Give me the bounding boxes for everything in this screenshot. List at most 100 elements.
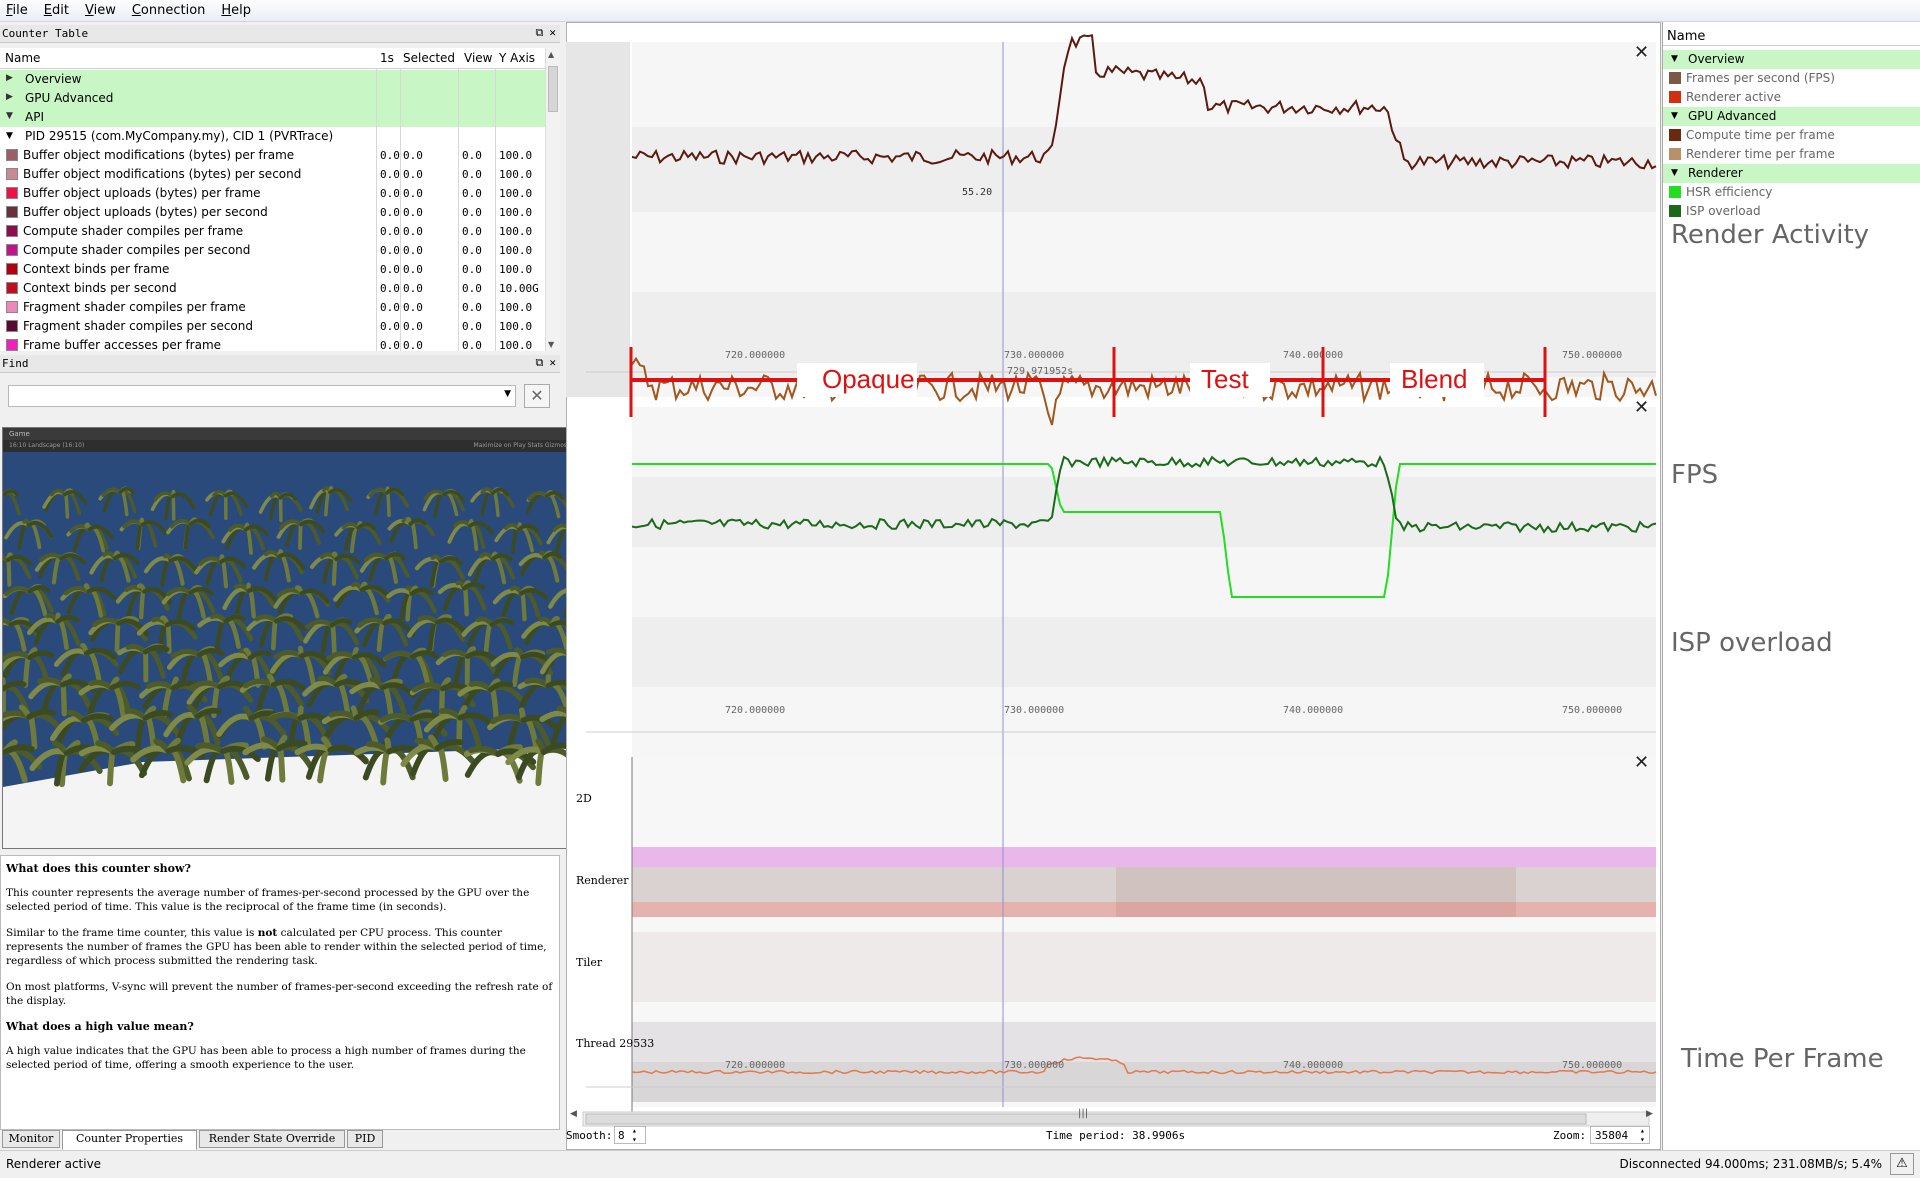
color-swatch[interactable] bbox=[6, 244, 18, 256]
counter-row[interactable]: Buffer object uploads (bytes) per second… bbox=[0, 203, 545, 222]
close-icon[interactable]: ✕ bbox=[549, 356, 556, 369]
scroll-down-icon[interactable]: ▼ bbox=[548, 340, 555, 349]
undock-icon[interactable]: ⧉ bbox=[535, 26, 544, 39]
counter-row[interactable]: Fragment shader compiles per second 0.0 0.… bbox=[0, 317, 545, 336]
counter-row[interactable]: Context binds per frame 0.0 0.0 0.0 100.0 bbox=[0, 260, 545, 279]
col-1s[interactable]: 1s bbox=[380, 51, 394, 65]
menu-help[interactable]: Help bbox=[221, 3, 252, 18]
color-swatch[interactable] bbox=[6, 187, 18, 199]
group-gpu-advanced[interactable]: ▶ GPU Advanced bbox=[0, 89, 545, 108]
tab-render-state-override[interactable]: Render State Override bbox=[199, 1130, 345, 1148]
collapse-icon[interactable]: ▼ bbox=[1671, 54, 1678, 64]
counter-name: Compute shader compiles per frame bbox=[23, 224, 244, 238]
spin-arrows-icon[interactable]: ▴ ▾ bbox=[632, 1126, 637, 1144]
color-swatch[interactable] bbox=[1669, 186, 1681, 198]
find-input[interactable]: ▼ bbox=[8, 385, 516, 407]
close-graph-icon[interactable]: ✕ bbox=[1634, 752, 1650, 773]
color-swatch[interactable] bbox=[6, 301, 18, 313]
scroll-up-icon[interactable]: ▲ bbox=[548, 50, 555, 59]
tab-counter-properties[interactable]: Counter Properties bbox=[62, 1130, 197, 1150]
graph-canvas[interactable] bbox=[566, 22, 1661, 1150]
col-selected[interactable]: Selected bbox=[403, 51, 456, 65]
menu-view[interactable]: View bbox=[84, 3, 116, 18]
expand-icon[interactable]: ▶ bbox=[6, 92, 13, 102]
close-graph-icon[interactable]: ✕ bbox=[1634, 42, 1650, 63]
counter-row[interactable]: Frame buffer accesses per frame 0.0 0.0 0.0… bbox=[0, 336, 545, 351]
tab-pid[interactable]: PID bbox=[347, 1130, 383, 1148]
scroll-right-icon[interactable]: ▶ bbox=[1646, 1109, 1653, 1119]
counter-selected: 0.0 bbox=[403, 282, 423, 295]
counter-row[interactable]: Compute shader compiles per second 0.0 0.0… bbox=[0, 241, 545, 260]
counter-row[interactable]: Compute shader compiles per frame 0.0 0.0 0… bbox=[0, 222, 545, 241]
color-swatch[interactable] bbox=[1669, 91, 1681, 103]
color-swatch[interactable] bbox=[6, 149, 18, 161]
chevron-down-icon[interactable]: ▼ bbox=[504, 389, 511, 399]
col-name[interactable]: Name bbox=[5, 51, 41, 65]
color-swatch[interactable] bbox=[6, 339, 18, 351]
undock-icon[interactable]: ⧉ bbox=[535, 356, 544, 369]
legend-item[interactable]: Renderer time per frame bbox=[1663, 145, 1920, 164]
tab-monitor[interactable]: Monitor bbox=[2, 1130, 60, 1148]
expand-icon[interactable]: ▶ bbox=[6, 73, 13, 83]
col-yaxis[interactable]: Y Axis bbox=[499, 51, 536, 65]
process-row[interactable]: ▼ PID 29515 (com.MyCompany.my), CID 1 (PV… bbox=[6, 129, 334, 143]
color-swatch[interactable] bbox=[6, 320, 18, 332]
collapse-icon[interactable]: ▼ bbox=[1671, 111, 1678, 121]
scrollbar-thumb[interactable] bbox=[548, 66, 558, 112]
color-swatch[interactable] bbox=[6, 225, 18, 237]
menu-edit[interactable]: Edit bbox=[43, 3, 69, 18]
legend-item[interactable]: ISP overload bbox=[1663, 202, 1920, 221]
cursor-time: 729.971952s bbox=[1007, 366, 1074, 377]
smooth-spinbox[interactable]: 8 bbox=[614, 1126, 646, 1144]
close-icon[interactable]: ✕ bbox=[549, 26, 556, 39]
menu-file[interactable]: File bbox=[6, 3, 28, 18]
collapse-icon[interactable]: ▼ bbox=[6, 131, 13, 141]
color-swatch[interactable] bbox=[6, 168, 18, 180]
col-view[interactable]: View bbox=[464, 51, 493, 65]
legend-item[interactable]: Renderer active bbox=[1663, 88, 1920, 107]
annotation-test: Test bbox=[1201, 364, 1249, 394]
counter-row[interactable]: Fragment shader compiles per frame 0.0 0.0… bbox=[0, 298, 545, 317]
legend-group[interactable]: ▼ Overview bbox=[1663, 50, 1920, 69]
legend-item[interactable]: HSR efficiency bbox=[1663, 183, 1920, 202]
color-swatch[interactable] bbox=[6, 263, 18, 275]
legend-label: HSR efficiency bbox=[1686, 185, 1773, 199]
counter-yaxis: 100.0 bbox=[499, 225, 533, 238]
counter-row[interactable]: Buffer object uploads (bytes) per frame 0… bbox=[0, 184, 545, 203]
legend-item[interactable]: Compute time per frame bbox=[1663, 126, 1920, 145]
column-divider bbox=[458, 69, 459, 351]
color-swatch[interactable] bbox=[1669, 205, 1681, 217]
menu-connection[interactable]: Connection bbox=[131, 3, 206, 18]
collapse-icon[interactable]: ▼ bbox=[6, 111, 13, 121]
counter-yaxis: 100.0 bbox=[499, 187, 533, 200]
counter-row[interactable]: Buffer object modifications (bytes) per … bbox=[0, 146, 545, 165]
desc-paragraph-2: Similar to the frame time counter, this … bbox=[6, 927, 547, 967]
counter-row[interactable]: Buffer object modifications (bytes) per … bbox=[0, 165, 545, 184]
zoom-spinbox[interactable]: 35804 bbox=[1590, 1126, 1650, 1144]
legend-item[interactable]: Frames per second (FPS) bbox=[1663, 69, 1920, 88]
game-scene-image bbox=[3, 452, 573, 848]
counter-row[interactable]: Context binds per second 0.0 0.0 0.0 10.00G bbox=[0, 279, 545, 298]
color-swatch[interactable] bbox=[1669, 72, 1681, 84]
counter-yaxis: 100.0 bbox=[499, 149, 533, 162]
collapse-icon[interactable]: ▼ bbox=[1671, 168, 1678, 178]
legend-group[interactable]: ▼ Renderer bbox=[1663, 164, 1920, 183]
spin-arrows-icon[interactable]: ▴ ▾ bbox=[1640, 1126, 1645, 1144]
color-swatch[interactable] bbox=[1669, 129, 1681, 141]
scrollbar-grip-icon[interactable]: ||| bbox=[1078, 1108, 1089, 1119]
close-graph-icon[interactable]: ✕ bbox=[1634, 397, 1650, 418]
counter-selected: 0.0 bbox=[403, 225, 423, 238]
color-swatch[interactable] bbox=[1669, 148, 1681, 160]
group-overview[interactable]: ▶ Overview bbox=[0, 70, 545, 89]
counter-table-scrollbar[interactable]: ▲ ▼ bbox=[545, 48, 560, 351]
smooth-label: Smooth: bbox=[566, 1129, 613, 1142]
group-api[interactable]: ▼ API bbox=[0, 108, 545, 127]
counter-yaxis: 100.0 bbox=[499, 301, 533, 314]
warning-icon[interactable]: ⚠ bbox=[1890, 1153, 1914, 1175]
clear-find-button[interactable]: ✕ bbox=[524, 384, 550, 408]
color-swatch[interactable] bbox=[6, 206, 18, 218]
timeline-label-renderer: Renderer bbox=[576, 874, 629, 887]
legend-group[interactable]: ▼ GPU Advanced bbox=[1663, 107, 1920, 126]
scroll-left-icon[interactable]: ◀ bbox=[570, 1109, 577, 1119]
color-swatch[interactable] bbox=[6, 282, 18, 294]
